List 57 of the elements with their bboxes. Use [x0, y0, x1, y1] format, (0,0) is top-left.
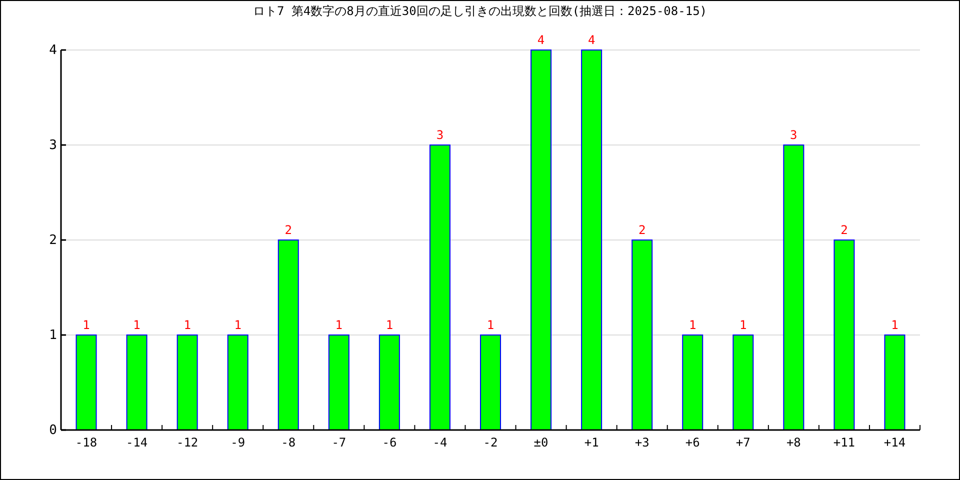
x-tick-label: -12: [176, 436, 198, 450]
x-tick-label: -6: [382, 436, 397, 450]
bar: [732, 334, 754, 430]
data-label: 1: [486, 318, 494, 332]
data-label: 3: [436, 128, 444, 142]
bar: [278, 240, 299, 430]
x-tick-label: +3: [634, 436, 650, 450]
y-tick-label: 1: [49, 328, 57, 344]
data-label: 1: [234, 318, 242, 332]
x-tick-label: +14: [884, 436, 906, 450]
bar: [328, 334, 350, 430]
data-label: 1: [740, 318, 747, 332]
x-tick-label: +6: [685, 436, 700, 450]
data-label: 1: [82, 318, 90, 332]
data-label: 4: [537, 33, 545, 47]
x-tick-label: -4: [432, 436, 448, 450]
data-label: 1: [386, 318, 394, 332]
data-label: 2: [840, 223, 848, 237]
x-tick-label: -8: [281, 436, 296, 450]
x-tick-label: -7: [332, 436, 346, 450]
x-tick-label: +11: [833, 436, 856, 450]
bar: [227, 334, 248, 430]
data-label: 1: [689, 318, 696, 332]
bar: [176, 334, 198, 430]
bar: [834, 240, 855, 430]
x-tick-label: +7: [736, 436, 750, 450]
x-tick-label: -9: [230, 436, 246, 450]
bar: [783, 144, 804, 430]
data-label: 1: [184, 318, 191, 332]
x-tick-label: -14: [126, 436, 148, 450]
data-label: 1: [891, 318, 898, 332]
x-tick-label: +8: [786, 436, 801, 450]
bar: [429, 144, 450, 430]
x-tick-label: -18: [75, 436, 98, 450]
y-tick-label: 2: [49, 233, 57, 248]
chart-title: ロト7 第4数字の8月の直近30回の足し引きの出現数と回数(抽選日：2025-08-15): [252, 4, 708, 18]
data-label: 3: [790, 128, 798, 142]
bar: [632, 240, 653, 430]
bar: [76, 334, 97, 430]
y-tick-label: 3: [49, 138, 57, 154]
data-label: 1: [133, 318, 140, 332]
bar: [884, 334, 906, 430]
bar: [581, 50, 602, 430]
data-label: 2: [638, 223, 646, 237]
data-label: 1: [335, 318, 343, 332]
bar: [682, 334, 704, 430]
bar: [378, 334, 400, 430]
y-tick-label: 0: [49, 423, 57, 438]
bar: [480, 334, 501, 430]
bar: [126, 334, 148, 430]
y-tick-label: 4: [49, 43, 58, 58]
x-tick-label: -2: [483, 436, 498, 450]
x-tick-label: ±0: [534, 436, 548, 450]
data-label: 4: [588, 33, 596, 47]
bar: [530, 50, 552, 430]
x-tick-label: +1: [584, 436, 599, 450]
data-label: 2: [284, 223, 292, 237]
